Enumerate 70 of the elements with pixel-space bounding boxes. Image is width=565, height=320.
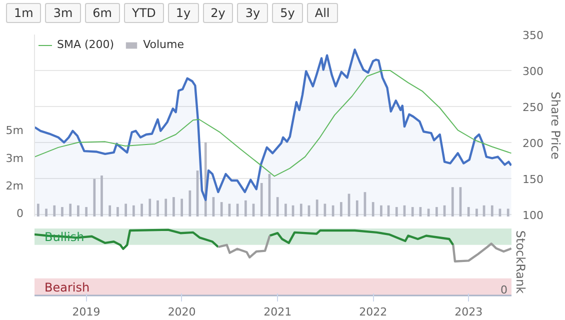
y-tick-label: 150 xyxy=(522,172,544,186)
annotation: 0 xyxy=(500,284,508,296)
bar xyxy=(100,176,103,216)
bar xyxy=(140,204,143,216)
bar xyxy=(451,187,454,216)
bar xyxy=(284,204,287,216)
bar xyxy=(300,204,302,216)
text: 1m xyxy=(6,3,42,23)
text: 5y xyxy=(272,3,303,23)
bar xyxy=(244,200,247,216)
x-tick-label: 2023 xyxy=(454,306,483,318)
legend-label: Volume xyxy=(143,38,184,51)
bar xyxy=(411,207,414,216)
bar xyxy=(85,207,88,216)
bar xyxy=(435,207,438,216)
bar xyxy=(490,205,494,216)
bar xyxy=(467,207,470,216)
bar xyxy=(380,205,382,216)
bar xyxy=(188,190,192,216)
y-tick-label: 250 xyxy=(522,100,544,114)
bar xyxy=(372,202,374,216)
bar xyxy=(395,207,398,216)
bar xyxy=(53,205,56,216)
line-series xyxy=(34,70,512,177)
x-tick-label: 2020 xyxy=(168,306,196,318)
text: 3y xyxy=(237,3,268,23)
bar xyxy=(124,204,127,216)
y2-tick-label: 0 xyxy=(16,207,24,220)
bar xyxy=(61,207,64,216)
text: 2y xyxy=(202,3,234,23)
bar xyxy=(108,205,112,216)
text: 3m xyxy=(45,3,81,23)
bar xyxy=(276,197,279,216)
bar xyxy=(148,198,152,216)
bar xyxy=(93,178,96,216)
bar xyxy=(506,208,510,216)
y-axis-title: StockRank xyxy=(514,230,528,294)
bar xyxy=(156,200,159,216)
text: 6m xyxy=(84,3,120,23)
bar xyxy=(36,204,40,216)
text: 1y xyxy=(168,3,199,23)
bar xyxy=(172,197,175,216)
bar xyxy=(340,202,342,216)
y2-tick-label: 5m xyxy=(6,124,24,138)
band-label: Bearish xyxy=(44,280,90,294)
text: YTD xyxy=(124,3,164,23)
y-tick-label: 300 xyxy=(522,64,544,78)
y2-tick-label: 2m xyxy=(6,180,24,193)
y-tick-label: 200 xyxy=(522,136,544,150)
y2-tick-label: 3m xyxy=(6,152,24,165)
bar xyxy=(69,204,72,216)
legend-label: SMA (200) xyxy=(57,38,114,51)
x-tick-label: 2019 xyxy=(72,306,100,318)
bar xyxy=(260,182,263,216)
bar xyxy=(45,208,48,216)
bar xyxy=(132,205,135,216)
bar xyxy=(77,205,80,216)
bar xyxy=(476,208,478,216)
y-tick-label: 100 xyxy=(522,208,544,222)
y-tick-label: 350 xyxy=(522,29,544,42)
bar xyxy=(316,200,318,216)
y-axis-title: Share Price xyxy=(548,92,562,160)
bar xyxy=(356,200,358,216)
bar xyxy=(220,202,223,216)
bar xyxy=(116,207,119,216)
x-tick-label: 2021 xyxy=(264,306,292,318)
text: All xyxy=(306,3,338,23)
x-tick-label: 2022 xyxy=(359,306,388,318)
bar xyxy=(180,198,183,216)
bar xyxy=(164,198,168,216)
